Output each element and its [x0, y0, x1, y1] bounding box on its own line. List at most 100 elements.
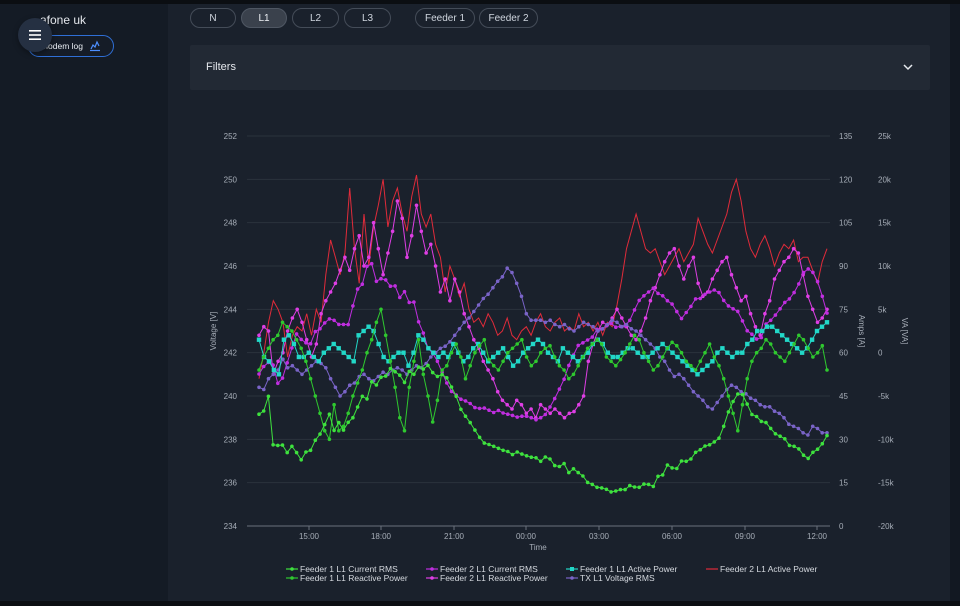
series-line-feeder-2-l1-active-power: [258, 174, 828, 379]
menu-button[interactable]: [18, 18, 52, 52]
data-point-tx-l1-voltage-rms: [472, 309, 476, 314]
data-point-feeder-2-l1-current-rms: [628, 318, 632, 323]
data-point-tx-l1-voltage-rms: [682, 376, 686, 381]
data-point-tx-l1-voltage-rms: [553, 322, 557, 327]
chip-n[interactable]: N: [190, 8, 236, 28]
data-point-feeder-1-l1-current-rms: [576, 470, 580, 475]
data-point-feeder-2-l1-reactive-power: [667, 251, 672, 255]
data-point-feeder-2-l1-current-rms: [374, 279, 379, 284]
chip-l1[interactable]: L1: [241, 8, 287, 28]
data-point-feeder-1-l1-active-power: [545, 350, 551, 355]
data-point-feeder-1-l1-reactive-power: [815, 350, 820, 355]
data-point-feeder-1-l1-current-rms: [426, 363, 430, 368]
data-point-feeder-1-l1-active-power: [331, 341, 336, 347]
data-point-feeder-2-l1-reactive-power: [514, 398, 519, 403]
data-point-feeder-1-l1-current-rms: [257, 412, 261, 417]
data-point-feeder-2-l1-current-rms: [684, 310, 688, 315]
chevron-down-icon[interactable]: [902, 61, 914, 73]
data-point-feeder-1-l1-reactive-power: [736, 428, 740, 433]
data-point-feeder-1-l1-reactive-power: [778, 355, 782, 359]
data-point-feeder-2-l1-reactive-power: [414, 203, 419, 208]
y-tick-amps: 0: [839, 522, 844, 531]
data-point-feeder-1-l1-current-rms: [294, 450, 299, 455]
data-point-feeder-1-l1-reactive-power: [496, 368, 501, 372]
data-point-feeder-2-l1-current-rms: [750, 332, 754, 337]
data-point-feeder-1-l1-current-rms: [646, 482, 651, 487]
data-point-tx-l1-voltage-rms: [257, 385, 261, 390]
data-point-feeder-1-l1-current-rms: [365, 397, 369, 401]
data-point-feeder-1-l1-current-rms: [299, 458, 304, 462]
data-point-feeder-1-l1-reactive-power: [806, 346, 810, 351]
data-point-feeder-2-l1-current-rms: [327, 317, 332, 321]
data-point-feeder-1-l1-reactive-power: [308, 376, 313, 381]
data-point-feeder-1-l1-reactive-power: [745, 376, 749, 381]
data-point-feeder-1-l1-current-rms: [369, 380, 374, 384]
data-point-feeder-1-l1-current-rms: [501, 448, 505, 453]
data-point-feeder-2-l1-reactive-power: [500, 398, 505, 403]
data-point-feeder-1-l1-active-power: [326, 346, 331, 351]
data-point-feeder-1-l1-active-power: [575, 359, 581, 364]
chip-feeder-1[interactable]: Feeder 1: [415, 8, 475, 28]
data-point-feeder-1-l1-current-rms: [670, 466, 674, 470]
data-point-feeder-2-l1-reactive-power: [767, 298, 772, 303]
data-point-tx-l1-voltage-rms: [295, 368, 300, 372]
data-point-feeder-2-l1-reactive-power: [424, 251, 428, 255]
series-line-feeder-2-l1-reactive-power: [258, 200, 828, 419]
data-point-feeder-1-l1-reactive-power: [501, 359, 505, 364]
chip-feeder-1-label: Feeder 1: [424, 12, 466, 24]
chip-feeder-2[interactable]: Feeder 2: [479, 8, 538, 28]
data-point-feeder-2-l1-current-rms: [707, 290, 712, 294]
data-point-feeder-2-l1-current-rms: [529, 415, 534, 420]
data-point-feeder-2-l1-reactive-power: [510, 407, 514, 411]
data-point-feeder-1-l1-active-power: [276, 372, 282, 377]
data-point-feeder-1-l1-active-power: [680, 359, 685, 364]
data-point-feeder-2-l1-reactive-power: [314, 342, 319, 346]
data-point-feeder-2-l1-current-rms: [552, 396, 557, 401]
data-point-feeder-1-l1-current-rms: [276, 443, 280, 448]
data-point-feeder-2-l1-reactive-power: [553, 407, 557, 411]
y-tick-va: -15k: [878, 479, 895, 488]
data-point-feeder-2-l1-current-rms: [825, 311, 829, 315]
series-line-feeder-1-l1-active-power: [258, 321, 828, 376]
data-point-feeder-1-l1-active-power: [451, 341, 456, 347]
data-point-feeder-2-l1-current-rms: [510, 413, 515, 418]
y-tick-va: 25k: [878, 132, 892, 141]
data-point-feeder-2-l1-current-rms: [402, 289, 407, 294]
y-tick-amps: 90: [839, 262, 848, 271]
data-point-feeder-1-l1-active-power: [640, 354, 645, 360]
data-point-tx-l1-voltage-rms: [476, 303, 481, 307]
data-point-feeder-1-l1-active-power: [391, 354, 396, 360]
data-point-tx-l1-voltage-rms: [429, 355, 433, 359]
filters-panel[interactable]: Filters: [190, 45, 930, 90]
data-point-feeder-2-l1-current-rms: [351, 304, 355, 308]
chip-l2[interactable]: L2: [292, 8, 339, 28]
data-point-feeder-2-l1-current-rms: [698, 296, 703, 301]
data-point-feeder-2-l1-reactive-power: [577, 402, 581, 407]
data-point-feeder-2-l1-reactive-power: [677, 264, 681, 268]
data-point-feeder-2-l1-current-rms: [332, 318, 336, 323]
chip-l3[interactable]: L3: [344, 8, 391, 28]
data-point-tx-l1-voltage-rms: [605, 322, 610, 327]
y-tick-amps: 75: [839, 305, 848, 314]
data-point-feeder-2-l1-reactive-power: [629, 333, 634, 338]
data-point-feeder-2-l1-reactive-power: [538, 402, 543, 407]
y-tick-amps: 120: [839, 175, 853, 184]
legend-swatch-marker: [570, 567, 574, 571]
data-point-feeder-1-l1-current-rms: [623, 487, 627, 492]
data-point-tx-l1-voltage-rms: [567, 327, 572, 331]
data-point-feeder-2-l1-current-rms: [806, 267, 810, 271]
data-point-tx-l1-voltage-rms: [777, 411, 782, 416]
data-point-feeder-2-l1-reactive-power: [352, 246, 357, 251]
data-point-tx-l1-voltage-rms: [810, 424, 815, 429]
data-point-feeder-2-l1-reactive-power: [572, 409, 576, 414]
data-point-feeder-2-l1-reactive-power: [381, 272, 385, 277]
data-point-feeder-1-l1-reactive-power: [388, 359, 393, 364]
data-point-feeder-2-l1-current-rms: [721, 298, 726, 303]
data-point-feeder-1-l1-reactive-power: [477, 343, 482, 348]
data-point-feeder-2-l1-current-rms: [383, 278, 388, 282]
data-point-feeder-1-l1-reactive-power: [703, 350, 707, 355]
bottom-edge: [0, 601, 960, 606]
data-point-feeder-2-l1-reactive-power: [548, 411, 552, 416]
data-point-feeder-1-l1-active-power: [406, 363, 411, 368]
data-point-feeder-1-l1-active-power: [441, 350, 446, 355]
